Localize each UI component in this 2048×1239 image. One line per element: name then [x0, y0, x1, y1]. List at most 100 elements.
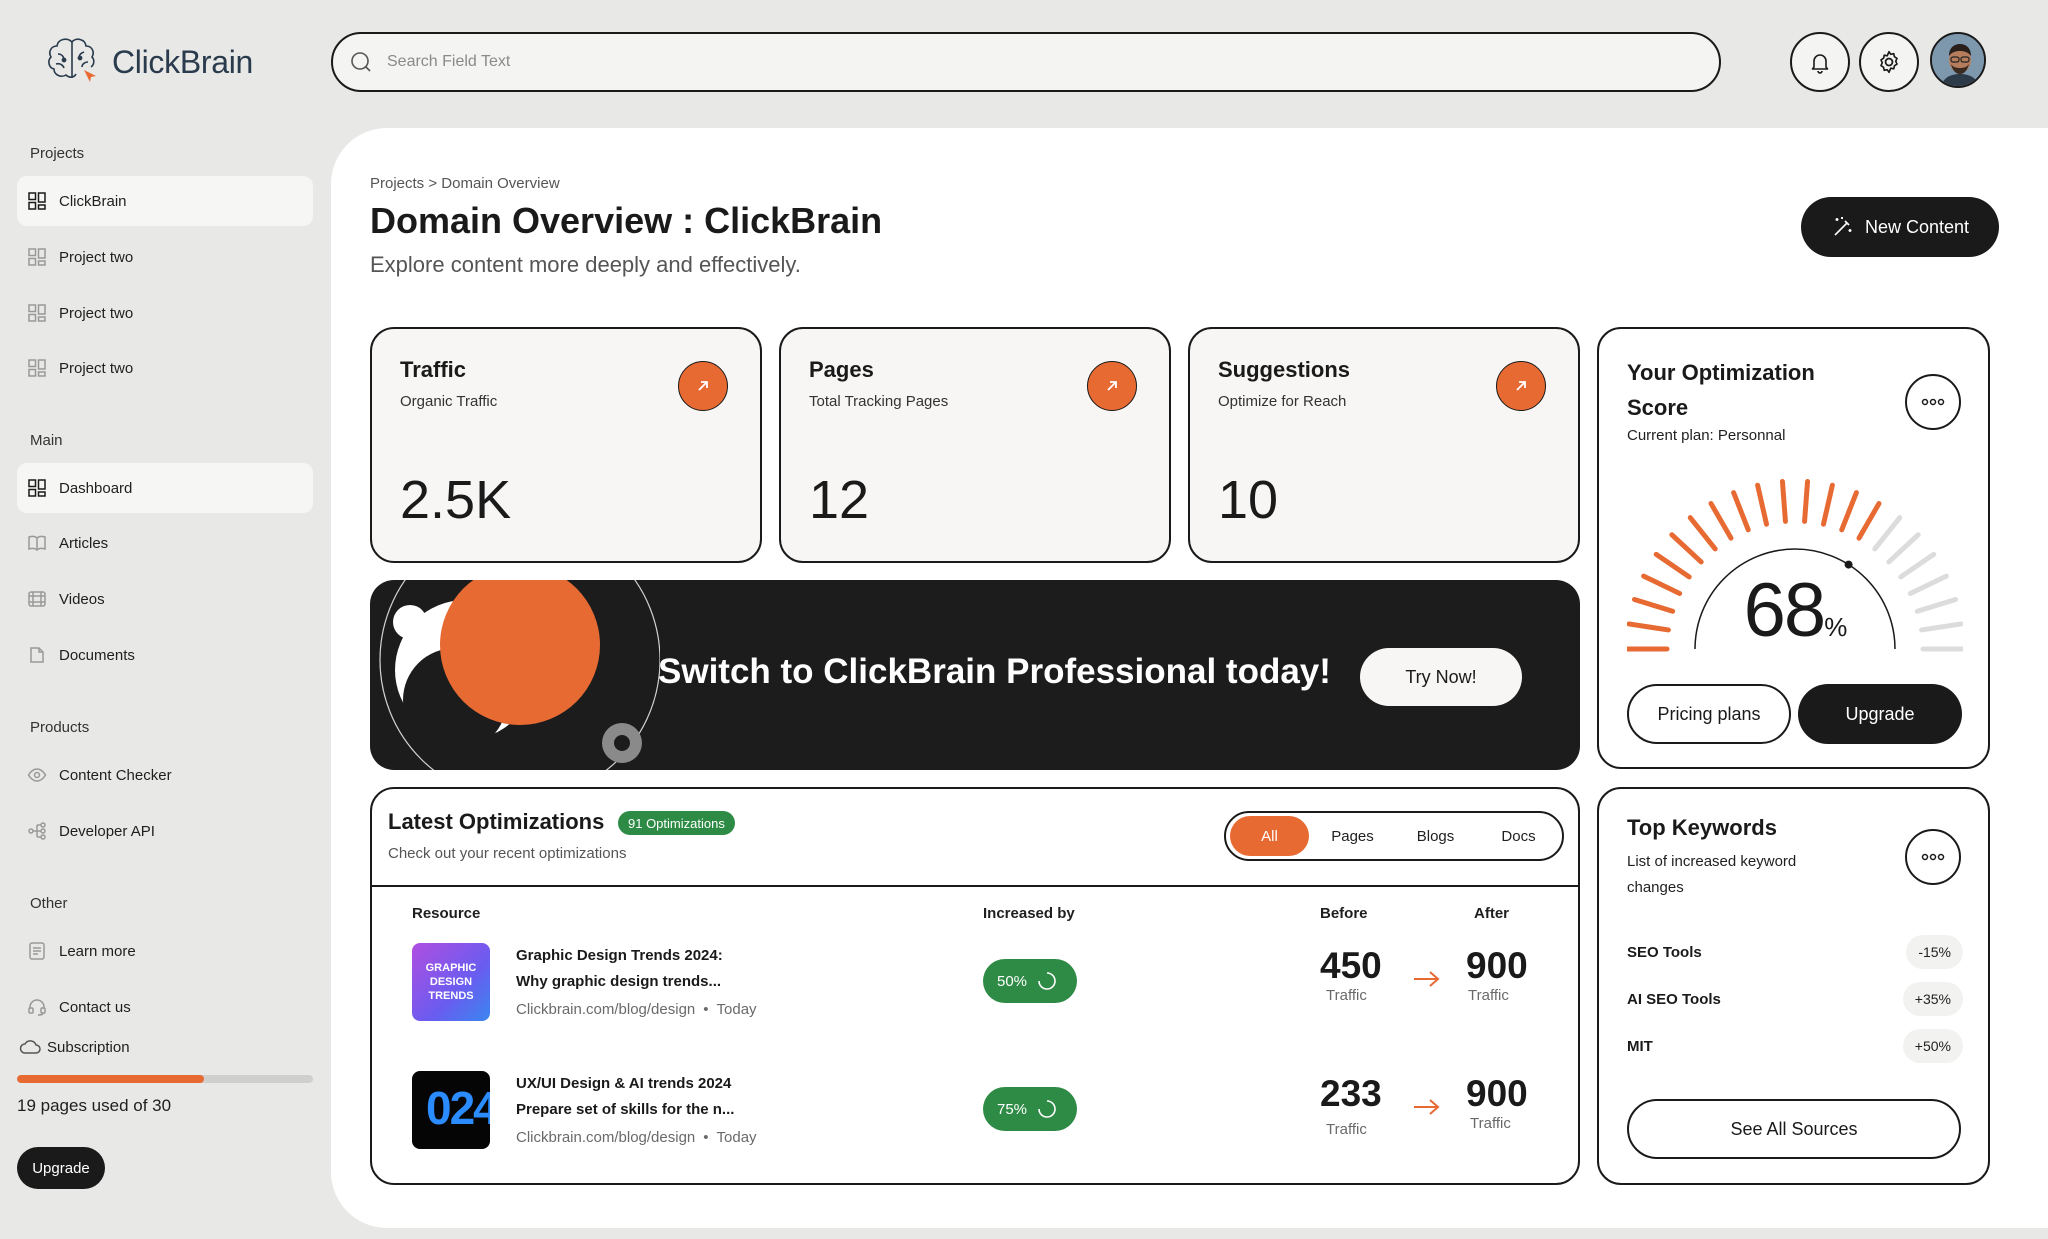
- notifications-button[interactable]: [1790, 32, 1850, 92]
- sidebar-item-videos[interactable]: Videos: [17, 574, 313, 624]
- stat-value: 2.5K: [400, 470, 512, 530]
- keyword-row[interactable]: MIT +50%: [1627, 1028, 1963, 1064]
- arrow-up-right-icon: [698, 381, 708, 391]
- sidebar-item-developer-api[interactable]: Developer API: [17, 806, 313, 856]
- sidebar-item-content-checker[interactable]: Content Checker: [17, 750, 313, 800]
- gauge-tick: [1820, 482, 1835, 527]
- filter-tab-pages[interactable]: Pages: [1331, 827, 1374, 845]
- keyword-row[interactable]: SEO Tools -15%: [1627, 934, 1963, 970]
- sidebar-item-dashboard[interactable]: Dashboard: [17, 463, 313, 513]
- gauge-tick: [1872, 515, 1903, 552]
- see-all-sources-button[interactable]: See All Sources: [1627, 1099, 1961, 1159]
- sidebar-item-label: Articles: [59, 534, 109, 552]
- gauge-tick: [1856, 501, 1882, 541]
- keywords-more-button[interactable]: [1905, 829, 1961, 885]
- score-upgrade-button[interactable]: Upgrade: [1798, 684, 1962, 744]
- stat-subtitle: Organic Traffic: [400, 393, 498, 410]
- sidebar-item-label: Project two: [59, 359, 134, 377]
- resource-thumbnail[interactable]: GRAPHIC DESIGN TRENDS: [412, 943, 490, 1021]
- after-label: Traffic: [1468, 987, 1509, 1004]
- search-icon: [351, 52, 371, 72]
- keyword-row[interactable]: AI SEO Tools +35%: [1627, 981, 1963, 1017]
- gauge-tick: [1641, 573, 1683, 596]
- keyword-name: AI SEO Tools: [1627, 990, 1721, 1008]
- sidebar-project-clickbrain[interactable]: ClickBrain: [17, 176, 313, 226]
- column-header-after: After: [1474, 905, 1510, 922]
- sidebar-item-learn-more[interactable]: Learn more: [17, 926, 313, 976]
- gauge-tick: [1907, 573, 1949, 596]
- settings-button[interactable]: [1859, 32, 1919, 92]
- app-logo[interactable]: ClickBrain: [44, 34, 253, 90]
- breadcrumb[interactable]: Projects > Domain Overview: [370, 175, 560, 192]
- resource-title-line2[interactable]: Why graphic design trends...: [516, 973, 722, 990]
- pages-usage-fill: [17, 1075, 205, 1083]
- sidebar-project-two[interactable]: Project two: [17, 288, 313, 338]
- filter-tab-blogs[interactable]: Blogs: [1416, 827, 1455, 845]
- arrow-right-icon: [1414, 971, 1440, 987]
- increase-pill: 50%: [983, 959, 1077, 1003]
- stat-card-suggestions[interactable]: Suggestions Optimize for Reach 10: [1188, 327, 1580, 563]
- products-section-title: Products: [30, 719, 90, 736]
- sidebar-project-two[interactable]: Project two: [17, 343, 313, 393]
- stat-card-pages[interactable]: Pages Total Tracking Pages 12: [779, 327, 1171, 563]
- keywords-subtitle: List of increased keyword changes: [1627, 853, 1797, 896]
- sidebar-item-label: Learn more: [59, 942, 136, 960]
- dashboard-icon: [27, 478, 47, 498]
- optimizations-title: Latest Optimizations: [388, 809, 605, 834]
- app-name: ClickBrain: [112, 43, 254, 80]
- video-icon: [27, 589, 47, 609]
- page-subtitle: Explore content more deeply and effectiv…: [370, 252, 801, 277]
- column-header-resource: Resource: [412, 905, 481, 922]
- user-avatar[interactable]: [1930, 32, 1986, 88]
- sidebar-item-documents[interactable]: Documents: [17, 630, 313, 680]
- gauge-inner-arc: [1694, 548, 1896, 650]
- gauge-tick: [1886, 532, 1921, 565]
- filter-tab-all[interactable]: All: [1230, 816, 1309, 856]
- after-label: Traffic: [1470, 1115, 1511, 1132]
- resource-thumbnail[interactable]: 024: [412, 1071, 490, 1149]
- page-title: Domain Overview : ClickBrain: [370, 200, 883, 241]
- open-pages-button[interactable]: [1087, 361, 1137, 411]
- try-now-button[interactable]: Try Now!: [1360, 648, 1522, 706]
- resource-title-line2[interactable]: Prepare set of skills for the n...: [516, 1101, 735, 1118]
- keyword-delta: -15%: [1906, 935, 1963, 969]
- stat-card-traffic[interactable]: Traffic Organic Traffic 2.5K: [370, 327, 762, 563]
- latest-optimizations-card: Latest Optimizations 91 Optimizations Ch…: [370, 787, 1580, 1185]
- resource-title[interactable]: Graphic Design Trends 2024:: [516, 947, 723, 964]
- thumbnail-text: 024: [426, 1082, 490, 1134]
- gauge-tick: [1914, 596, 1959, 614]
- sidebar-item-label: Videos: [59, 590, 105, 608]
- main-section-title: Main: [30, 432, 63, 449]
- stat-value: 12: [809, 470, 870, 530]
- open-traffic-button[interactable]: [678, 361, 728, 411]
- bell-icon: [1811, 54, 1829, 74]
- filter-tab-docs[interactable]: Docs: [1501, 827, 1536, 845]
- score-more-button[interactable]: [1905, 374, 1961, 430]
- sidebar-item-label: ClickBrain: [59, 192, 127, 210]
- resource-title[interactable]: UX/UI Design & AI trends 2024: [516, 1075, 732, 1092]
- score-gauge: [1627, 479, 1963, 652]
- sidebar-upgrade-button[interactable]: Upgrade: [17, 1147, 105, 1189]
- new-content-button[interactable]: New Content: [1801, 197, 1999, 257]
- gauge-tick: [1839, 490, 1859, 533]
- pages-usage-bar: [17, 1075, 313, 1083]
- gauge-tick: [1687, 515, 1718, 552]
- gauge-tick: [1631, 596, 1676, 614]
- sidebar-project-two[interactable]: Project two: [17, 232, 313, 282]
- optimization-score-card: Your Optimization Score Current plan: Pe…: [1597, 327, 1990, 769]
- divider: [372, 885, 1578, 887]
- sidebar-item-articles[interactable]: Articles: [17, 518, 313, 568]
- more-dots-icon: [1921, 398, 1945, 406]
- resource-meta: Clickbrain.com/blog/design • Today: [516, 1001, 757, 1018]
- column-header-before: Before: [1320, 905, 1368, 922]
- keywords-title: Top Keywords: [1627, 815, 1777, 840]
- more-dots-icon: [1921, 853, 1945, 861]
- upgrade-banner: Switch to ClickBrain Professional today!…: [370, 580, 1580, 770]
- thumbnail-text: GRAPHIC DESIGN TRENDS: [425, 962, 477, 1002]
- open-suggestions-button[interactable]: [1496, 361, 1546, 411]
- pricing-plans-button[interactable]: Pricing plans: [1627, 684, 1791, 744]
- sidebar-item-contact-us[interactable]: Contact us: [17, 982, 313, 1032]
- search-bar[interactable]: [331, 32, 1721, 92]
- brain-logo-icon: [48, 38, 96, 82]
- search-input[interactable]: [387, 53, 1587, 71]
